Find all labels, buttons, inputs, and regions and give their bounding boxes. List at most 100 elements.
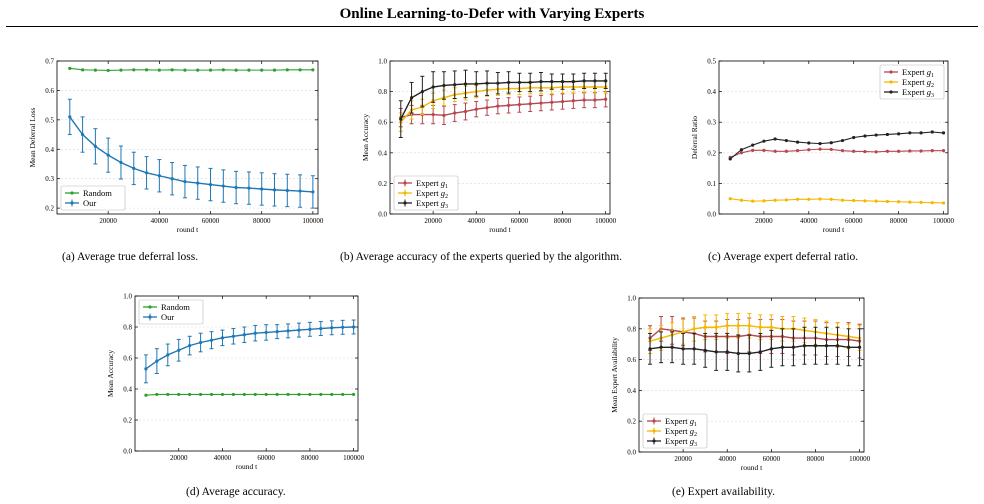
data-point: [183, 180, 187, 184]
data-point: [298, 68, 302, 72]
series-line: [649, 345, 860, 355]
series-line: [69, 67, 313, 71]
y-tick-label: 0.7: [45, 58, 54, 66]
data-point: [681, 330, 685, 334]
data-point: [319, 326, 323, 331]
data-point: [234, 185, 238, 190]
data-point: [852, 135, 856, 140]
data-point: [852, 149, 856, 153]
x-tick-label: 20000: [170, 454, 188, 462]
data-point: [773, 137, 777, 141]
data-point: [144, 367, 148, 371]
data-point: [341, 325, 345, 329]
data-point: [908, 131, 912, 135]
x-tick-label: 80000: [301, 454, 319, 462]
data-point: [908, 200, 912, 204]
y-tick-label: 0.4: [378, 149, 387, 157]
data-point: [791, 345, 796, 349]
data-point: [247, 186, 251, 190]
data-point: [285, 68, 289, 72]
x-tick-label: 40000: [214, 454, 232, 462]
data-point: [829, 197, 833, 201]
data-point: [863, 134, 867, 138]
data-point: [485, 106, 489, 110]
data-point: [474, 107, 478, 111]
data-point: [829, 141, 833, 145]
data-point: [285, 188, 289, 193]
series-line: [69, 116, 313, 193]
data-point: [170, 177, 174, 181]
data-point: [582, 79, 586, 83]
y-tick-label: 1.0: [378, 58, 387, 66]
data-point: [528, 80, 532, 85]
data-point: [863, 149, 867, 154]
data-point: [714, 350, 718, 354]
data-point: [897, 132, 901, 136]
plot-frame: [56, 60, 319, 215]
data-point: [198, 392, 203, 397]
data-point: [68, 66, 72, 70]
data-point: [463, 82, 468, 86]
data-point: [496, 104, 500, 108]
legend-label: Random: [161, 302, 190, 312]
data-point: [725, 324, 729, 328]
x-tick-label: 20000: [424, 217, 442, 225]
data-point: [297, 328, 301, 332]
data-point: [571, 80, 575, 84]
y-tick-label: 0.2: [378, 180, 387, 188]
legend-label: Random: [83, 188, 112, 198]
data-point: [703, 325, 707, 329]
data-point: [157, 174, 161, 178]
data-point: [736, 351, 740, 356]
legend-label: Expert g3: [902, 87, 934, 99]
y-axis-label: Mean Expert Availability: [610, 337, 619, 413]
data-point: [170, 68, 174, 72]
data-point: [119, 68, 123, 72]
data-point: [560, 80, 565, 84]
data-point: [496, 81, 500, 85]
y-axis-label: Mean Deferral Loss: [28, 107, 37, 167]
x-tick-label: 80000: [253, 217, 271, 225]
legend-box: [393, 175, 459, 211]
data-point: [352, 325, 356, 329]
y-tick-label: 0.2: [45, 205, 54, 213]
data-point: [220, 336, 225, 340]
y-tick-label: 0.4: [627, 387, 636, 395]
data-point: [341, 392, 345, 397]
data-point: [260, 187, 264, 191]
data-point: [80, 132, 85, 137]
x-axis-label: round t: [823, 225, 845, 234]
data-point: [463, 109, 468, 114]
x-tick-label: 80000: [554, 217, 572, 225]
data-point: [747, 351, 751, 356]
data-point: [352, 392, 356, 397]
data-point: [824, 344, 829, 348]
data-point: [188, 344, 192, 348]
series-line: [730, 198, 944, 204]
data-point: [311, 68, 315, 72]
data-point: [297, 392, 301, 397]
legend-label: Expert g3: [416, 198, 448, 210]
data-point: [784, 138, 788, 143]
data-point: [941, 201, 946, 205]
data-point: [762, 139, 766, 143]
y-tick-label: 0.2: [123, 417, 132, 425]
y-tick-label: 0.0: [378, 211, 387, 219]
data-point: [807, 141, 811, 145]
data-point: [242, 333, 246, 337]
y-tick-label: 0.4: [707, 88, 716, 96]
x-tick-label: 20000: [674, 455, 692, 463]
legend-box: [879, 64, 945, 100]
x-tick-label: 80000: [807, 455, 825, 463]
data-point: [728, 157, 732, 161]
data-point: [919, 200, 923, 204]
data-point: [330, 326, 334, 330]
data-point: [155, 359, 159, 363]
data-point: [560, 99, 565, 104]
x-tick-label: 60000: [511, 217, 529, 225]
y-tick-label: 1.0: [627, 295, 636, 303]
